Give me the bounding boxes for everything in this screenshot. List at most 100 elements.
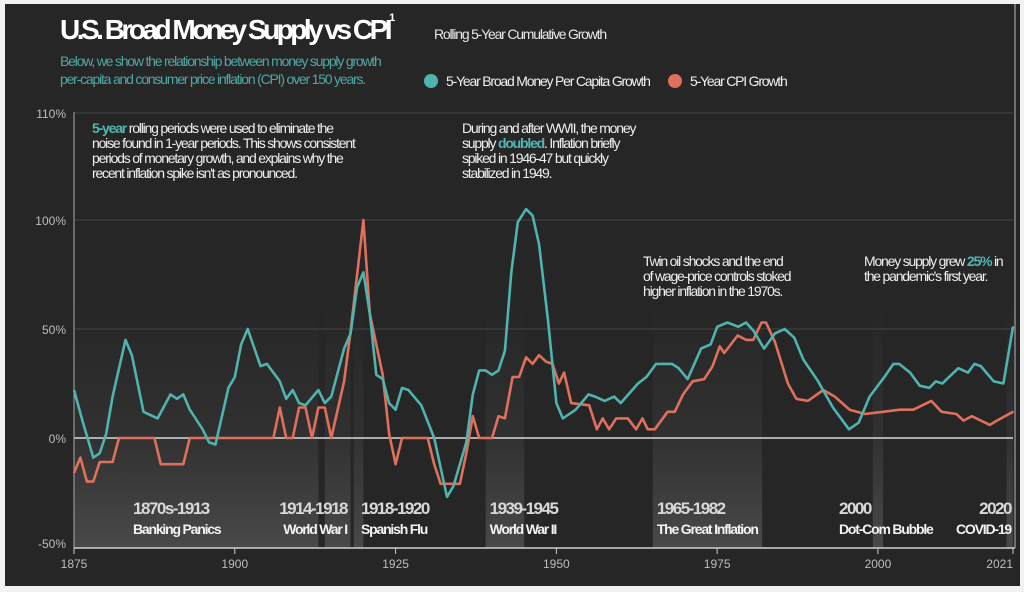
money-point — [516, 221, 519, 223]
money-point — [201, 428, 204, 431]
event-years: 1939-1945 — [490, 499, 559, 518]
money-point — [349, 332, 352, 335]
money-point — [980, 365, 982, 367]
money-point — [973, 363, 976, 365]
cpi-point — [615, 417, 617, 420]
event-band — [353, 300, 364, 548]
money-point — [420, 404, 423, 407]
money-point — [82, 421, 84, 424]
cpi-point — [92, 480, 95, 483]
event-years: 1870s-1913 — [133, 499, 210, 518]
event-name: Banking Panics — [133, 521, 222, 537]
money-point — [388, 402, 390, 404]
money-point — [613, 395, 616, 398]
legend-dot-teal-icon — [424, 74, 438, 88]
money-point — [832, 406, 834, 409]
cpi-point — [160, 463, 162, 465]
money-point — [208, 441, 210, 444]
money-point — [686, 378, 689, 380]
money-point — [538, 243, 540, 245]
y-tick-label: 100% — [35, 214, 66, 228]
money-point — [375, 373, 378, 376]
cpi-point — [504, 417, 506, 420]
money-point — [892, 363, 895, 365]
money-point — [304, 404, 307, 407]
event-years: 1918-1920 — [361, 499, 430, 518]
cpi-point — [98, 461, 101, 463]
money-point — [745, 321, 747, 324]
money-point — [774, 332, 776, 335]
event-name: Spanish Flu — [361, 521, 428, 537]
money-point — [401, 387, 403, 389]
money-point — [124, 339, 127, 341]
money-point — [898, 363, 900, 365]
cpi-point — [723, 352, 726, 354]
cpi-point — [545, 360, 547, 363]
money-point — [967, 371, 969, 374]
cpi-point — [324, 406, 326, 409]
money-point — [478, 369, 480, 372]
cpi-point — [588, 404, 590, 407]
cpi-point — [940, 411, 943, 413]
cpi-point — [807, 400, 809, 402]
y-tick-label: 0% — [49, 432, 67, 446]
money-point — [547, 319, 549, 322]
cpi-point — [760, 321, 763, 324]
event-band — [1006, 300, 1013, 548]
cpi-point — [601, 417, 604, 420]
cpi-point — [682, 393, 684, 396]
money-point — [753, 330, 755, 332]
money-point — [317, 389, 320, 391]
money-point — [918, 384, 921, 387]
money-point — [928, 387, 931, 389]
cpi-point — [646, 428, 649, 431]
cpi-point — [864, 413, 866, 415]
cpi-point — [465, 452, 468, 455]
money-point — [857, 421, 860, 424]
cpi-point — [711, 365, 714, 367]
cpi-point — [641, 417, 644, 420]
money-point — [356, 286, 358, 289]
cpi-point — [538, 354, 540, 356]
money-point — [817, 380, 819, 383]
money-point — [188, 408, 191, 411]
cpi-point — [996, 419, 998, 422]
money-point — [131, 354, 133, 356]
money-point — [709, 343, 712, 346]
money-point — [561, 417, 564, 420]
cpi-point — [188, 437, 191, 439]
cpi-point — [298, 406, 300, 409]
cpi-point — [525, 356, 527, 359]
money-point — [935, 380, 937, 383]
money-point — [716, 326, 718, 328]
cpi-point — [182, 463, 185, 465]
cpi-point — [388, 432, 390, 435]
cpi-point — [330, 437, 333, 439]
money-point — [73, 389, 75, 391]
event-years: 1965-1982 — [657, 499, 726, 518]
money-point — [246, 328, 249, 330]
money-point — [504, 350, 506, 352]
cpi-point — [471, 415, 474, 418]
money-point — [240, 343, 243, 346]
cpi-point — [626, 417, 629, 420]
x-tick-label: 1950 — [543, 557, 570, 571]
money-point — [992, 380, 995, 383]
money-point — [957, 367, 960, 370]
x-tick-label: 2021 — [986, 557, 1013, 571]
cpi-point — [291, 437, 294, 439]
cpi-point — [718, 345, 721, 348]
cpi-point — [497, 415, 500, 418]
annotation-rolling: 5-year rolling periods were used to elim… — [92, 120, 356, 181]
money-point — [802, 358, 805, 361]
cpi-point — [795, 397, 798, 400]
legend-dot-red-icon — [668, 74, 682, 88]
cpi-point — [73, 472, 75, 474]
cpi-point — [511, 376, 514, 378]
money-point — [343, 347, 345, 350]
annotation-pandemic: Money supply grew 25% in the pandemic's … — [864, 253, 1004, 284]
cpi-point — [343, 380, 345, 383]
money-point — [726, 321, 729, 324]
cpi-point — [272, 437, 275, 439]
money-point — [793, 336, 796, 339]
